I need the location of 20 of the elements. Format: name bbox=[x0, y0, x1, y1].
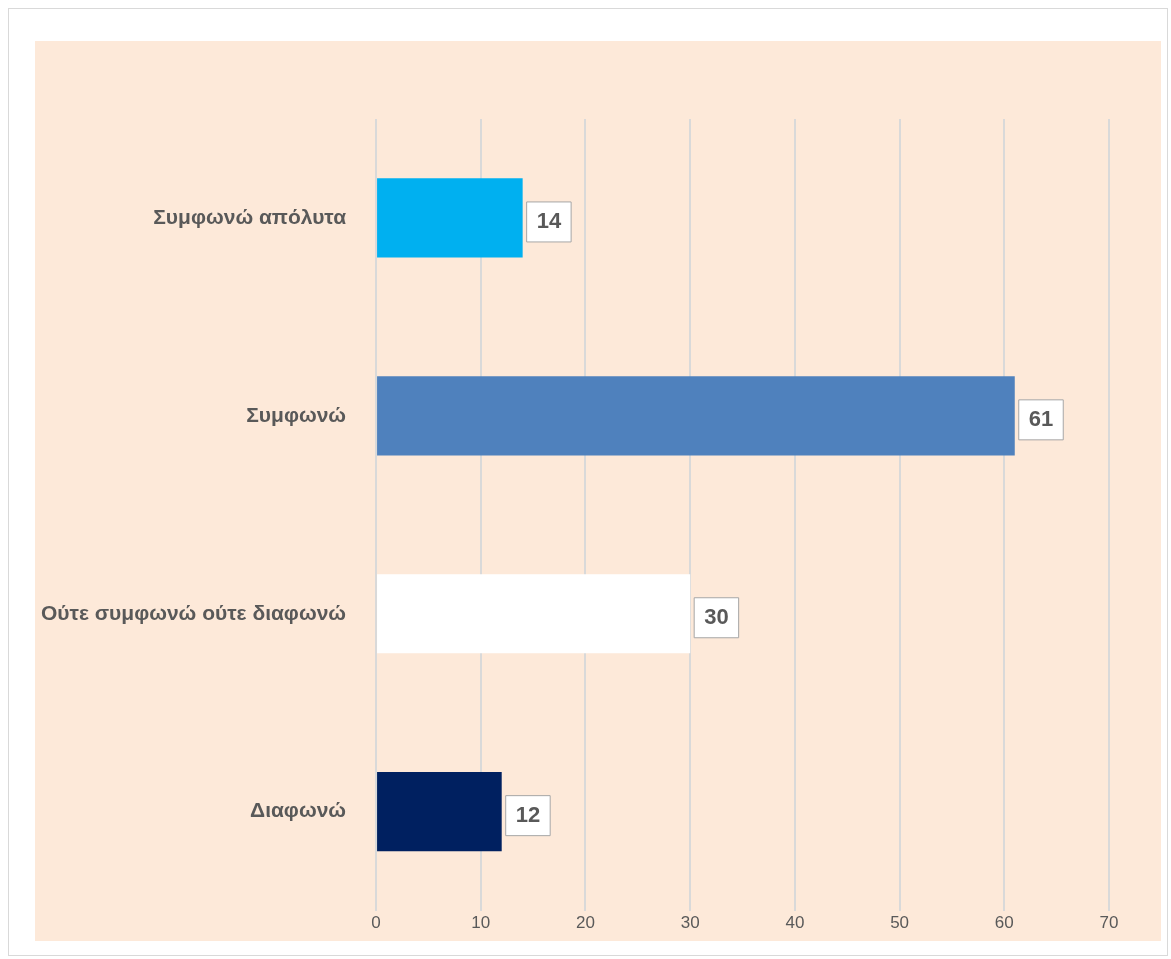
x-tick-label: 50 bbox=[890, 913, 910, 933]
x-tick-label: 40 bbox=[785, 913, 805, 933]
data-label: 30 bbox=[704, 603, 729, 629]
y-tick-label: Ούτε συμφωνώ ούτε διαφωνώ bbox=[40, 600, 347, 624]
data-label: 61 bbox=[1028, 405, 1054, 431]
x-tick-label: 60 bbox=[994, 913, 1014, 933]
data-label: 12 bbox=[515, 801, 541, 827]
bar bbox=[377, 574, 691, 654]
data-label: 14 bbox=[536, 208, 562, 234]
x-tick-label: 0 bbox=[371, 913, 381, 933]
y-tick-label: Συμφωνώ απόλυτα bbox=[153, 204, 347, 228]
x-tick-label: 20 bbox=[576, 913, 595, 933]
bar bbox=[377, 178, 523, 258]
x-tick-label: 70 bbox=[1099, 913, 1119, 933]
bar bbox=[377, 772, 502, 852]
bar bbox=[377, 376, 1015, 456]
x-tick-label: 10 bbox=[471, 913, 491, 933]
y-tick-label: Διαφωνώ bbox=[250, 798, 347, 822]
x-tick-label: 30 bbox=[680, 913, 700, 933]
y-tick-label: Συμφωνώ bbox=[246, 402, 347, 426]
